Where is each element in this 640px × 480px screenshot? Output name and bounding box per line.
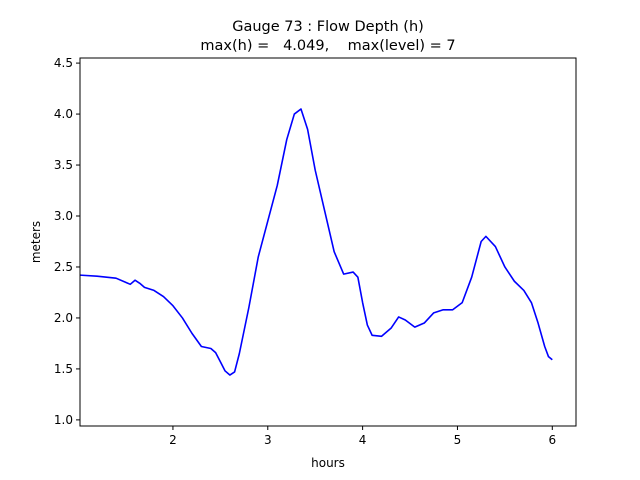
- y-tick-label: 2.0: [54, 311, 73, 325]
- x-tick-label: 5: [454, 433, 462, 447]
- y-tick-label: 4.0: [54, 107, 73, 121]
- y-axis-label: meters: [29, 221, 43, 263]
- chart-title: Gauge 73 : Flow Depth (h): [232, 19, 424, 35]
- y-tick-label: 2.5: [54, 260, 73, 274]
- y-tick-label: 1.0: [54, 413, 73, 427]
- x-tick-label: 2: [169, 433, 177, 447]
- chart-subtitle: max(h) = 4.049, max(level) = 7: [200, 38, 455, 54]
- line-series: [79, 108, 553, 376]
- y-tick-label: 3.0: [54, 209, 73, 223]
- y-tick-label: 1.5: [54, 362, 73, 376]
- x-tick-label: 4: [359, 433, 367, 447]
- x-tick-label: 3: [264, 433, 272, 447]
- x-axis-label: hours: [311, 456, 345, 470]
- y-tick-label: 3.5: [54, 158, 73, 172]
- y-tick-label: 4.5: [54, 56, 73, 70]
- plot-frame: [79, 57, 577, 427]
- x-tick-label: 6: [548, 433, 556, 447]
